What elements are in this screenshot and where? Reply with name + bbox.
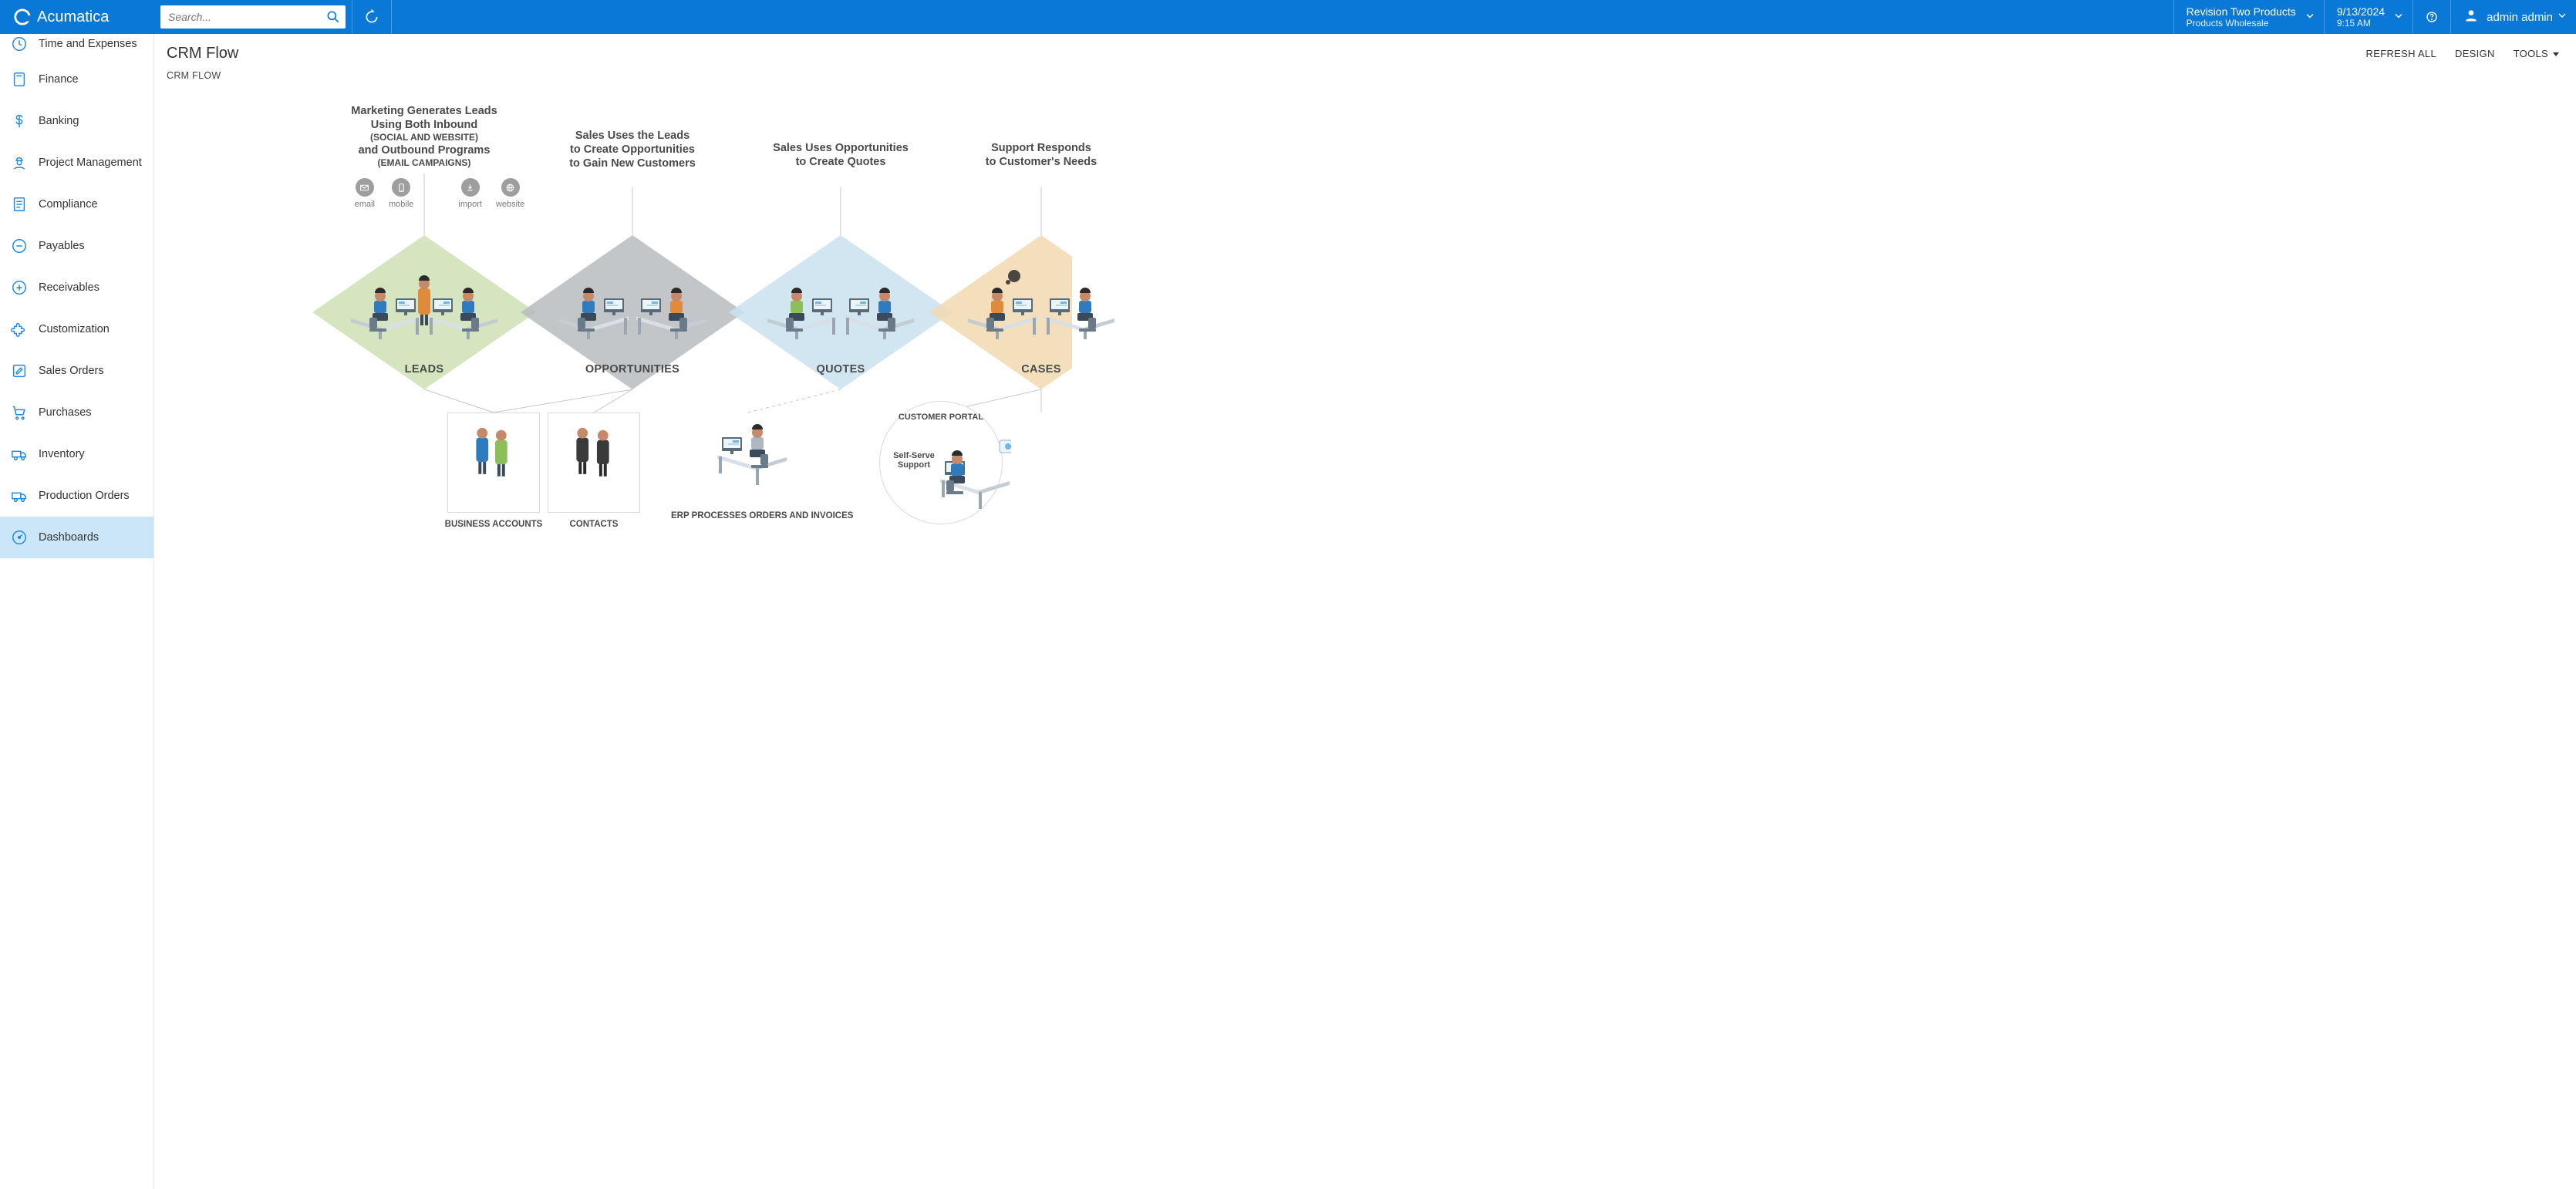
user-menu[interactable]: admin admin [2451, 0, 2576, 34]
footer-erp-label: ERP PROCESSES ORDERS AND INVOICES [671, 511, 841, 520]
dollar-icon [11, 113, 28, 130]
scene-opportunities [559, 270, 706, 342]
sidebar-item-label: Sales Orders [39, 365, 104, 377]
diamond-label-leads: LEADS [362, 363, 486, 376]
crm-flow-infographic: LEADSOPPORTUNITIESQUOTESCASESMarketing G… [177, 89, 1072, 520]
topbar-spacer [392, 0, 2173, 34]
email-source-icon: email [355, 178, 375, 209]
import-source-icon: import [458, 178, 482, 209]
circle-plus-icon [11, 279, 28, 296]
calculator-icon [11, 71, 28, 88]
chevron-down-icon [2304, 10, 2316, 25]
sidebar-item-label: Finance [39, 73, 79, 86]
design-button[interactable]: DESIGN [2455, 48, 2495, 59]
sidebar-item-label: Purchases [39, 406, 92, 419]
scene-leads [351, 270, 497, 342]
gauge-icon [11, 529, 28, 546]
scene-cases [968, 270, 1114, 342]
main-area: CRM Flow REFRESH ALL DESIGN TOOLS CRM FL… [154, 34, 2576, 1189]
clock-icon [11, 35, 28, 52]
truck-icon [11, 487, 28, 504]
sidebar-item-time-and-expenses[interactable]: Time and Expenses [0, 34, 153, 59]
diamond-label-opps: OPPORTUNITIES [571, 363, 694, 376]
footer-box-contacts: CONTACTS [548, 413, 640, 513]
chevron-down-icon [2392, 10, 2405, 25]
brand-icon [14, 8, 31, 25]
caption-opps: Sales Uses the Leadsto Create Opportunit… [540, 129, 725, 170]
sidebar-item-label: Production Orders [39, 490, 130, 502]
brand-name: Acumatica [37, 8, 109, 26]
sidebar-item-purchases[interactable]: Purchases [0, 392, 153, 433]
website-source-icon: website [496, 178, 524, 209]
diamond-label-quotes: QUOTES [779, 363, 902, 376]
company-subname: Products Wholesale [2187, 18, 2269, 29]
sidebar-item-customization[interactable]: Customization [0, 308, 153, 350]
sidebar-item-inventory[interactable]: Inventory [0, 433, 153, 475]
sidebar-item-label: Project Management [39, 157, 142, 169]
circle-minus-icon [11, 237, 28, 254]
doc-lines-icon [11, 196, 28, 213]
refresh-all-button[interactable]: REFRESH ALL [2366, 48, 2436, 59]
sidebar-item-receivables[interactable]: Receivables [0, 267, 153, 308]
user-name: admin admin [2487, 11, 2553, 24]
time-value: 9:15 AM [2337, 18, 2371, 29]
topbar: Acumatica Revision Two Products Products… [0, 0, 2576, 34]
truck-icon [11, 446, 28, 463]
sidebar-item-label: Banking [39, 115, 79, 127]
cart-icon [11, 404, 28, 421]
sidebar-item-label: Receivables [39, 281, 99, 294]
page-header: CRM Flow REFRESH ALL DESIGN TOOLS [154, 34, 2576, 67]
footer-box-business-accounts: BUSINESS ACCOUNTS [447, 413, 540, 513]
sidebar-item-label: Payables [39, 240, 85, 252]
sidebar-item-production-orders[interactable]: Production Orders [0, 475, 153, 517]
brand-logo[interactable]: Acumatica [0, 0, 154, 34]
diamond-label-cases: CASES [979, 363, 1103, 376]
scene-quotes [767, 270, 914, 342]
refresh-icon[interactable] [352, 0, 391, 34]
caption-quotes: Sales Uses Opportunitiesto Create Quotes [748, 141, 933, 169]
worker-icon [11, 154, 28, 171]
sidebar-item-finance[interactable]: Finance [0, 59, 153, 100]
sidebar-item-label: Time and Expenses [39, 38, 137, 50]
company-selector[interactable]: Revision Two Products Products Wholesale [2174, 0, 2324, 34]
dashboard-content: LEADS OPPORTUNITIES QUOTES CASES Marketing G… [154, 89, 2576, 1189]
sidebar-item-label: Dashboards [39, 531, 99, 544]
sidebar-item-compliance[interactable]: Compliance [0, 184, 153, 225]
sidebar-item-dashboards[interactable]: Dashboards [0, 517, 153, 558]
sidebar-item-sales-orders[interactable]: Sales Orders [0, 350, 153, 392]
date-value: 9/13/2024 [2337, 5, 2385, 18]
company-name: Revision Two Products [2187, 5, 2296, 18]
footer-erp [686, 405, 810, 507]
caption-leads: Marketing Generates LeadsUsing Both Inbo… [332, 104, 517, 169]
mobile-source-icon: mobile [389, 178, 413, 209]
puzzle-icon [11, 321, 28, 338]
page-actions: REFRESH ALL DESIGN TOOLS [2366, 48, 2559, 59]
help-button[interactable] [2413, 0, 2450, 34]
sidebar-item-label: Compliance [39, 198, 98, 211]
search-box [160, 5, 346, 29]
tools-menu[interactable]: TOOLS [2514, 48, 2559, 59]
note-pencil-icon [11, 362, 28, 379]
sidebar-item-project-management[interactable]: Project Management [0, 142, 153, 184]
user-avatar-icon [2463, 8, 2479, 26]
sidebar-item-label: Inventory [39, 448, 85, 460]
search-icon[interactable] [325, 9, 341, 25]
lead-source-icons: email mobile import website [339, 178, 540, 209]
chevron-down-icon [2556, 9, 2568, 25]
caption-cases: Support Respondsto Customer's Needs [949, 141, 1134, 169]
sidebar-item-banking[interactable]: Banking [0, 100, 153, 142]
search-container [154, 0, 352, 34]
business-date[interactable]: 9/13/2024 9:15 AM [2325, 0, 2412, 34]
search-input[interactable] [160, 5, 346, 29]
sidebar-item-label: Customization [39, 323, 110, 335]
breadcrumb: CRM FLOW [154, 67, 2576, 89]
sidebar: Time and Expenses Finance Banking Projec… [0, 34, 154, 1189]
sidebar-item-payables[interactable]: Payables [0, 225, 153, 267]
footer-portal: CUSTOMER PORTALSelf-Serve Support [879, 401, 1003, 524]
page-title: CRM Flow [167, 45, 238, 62]
